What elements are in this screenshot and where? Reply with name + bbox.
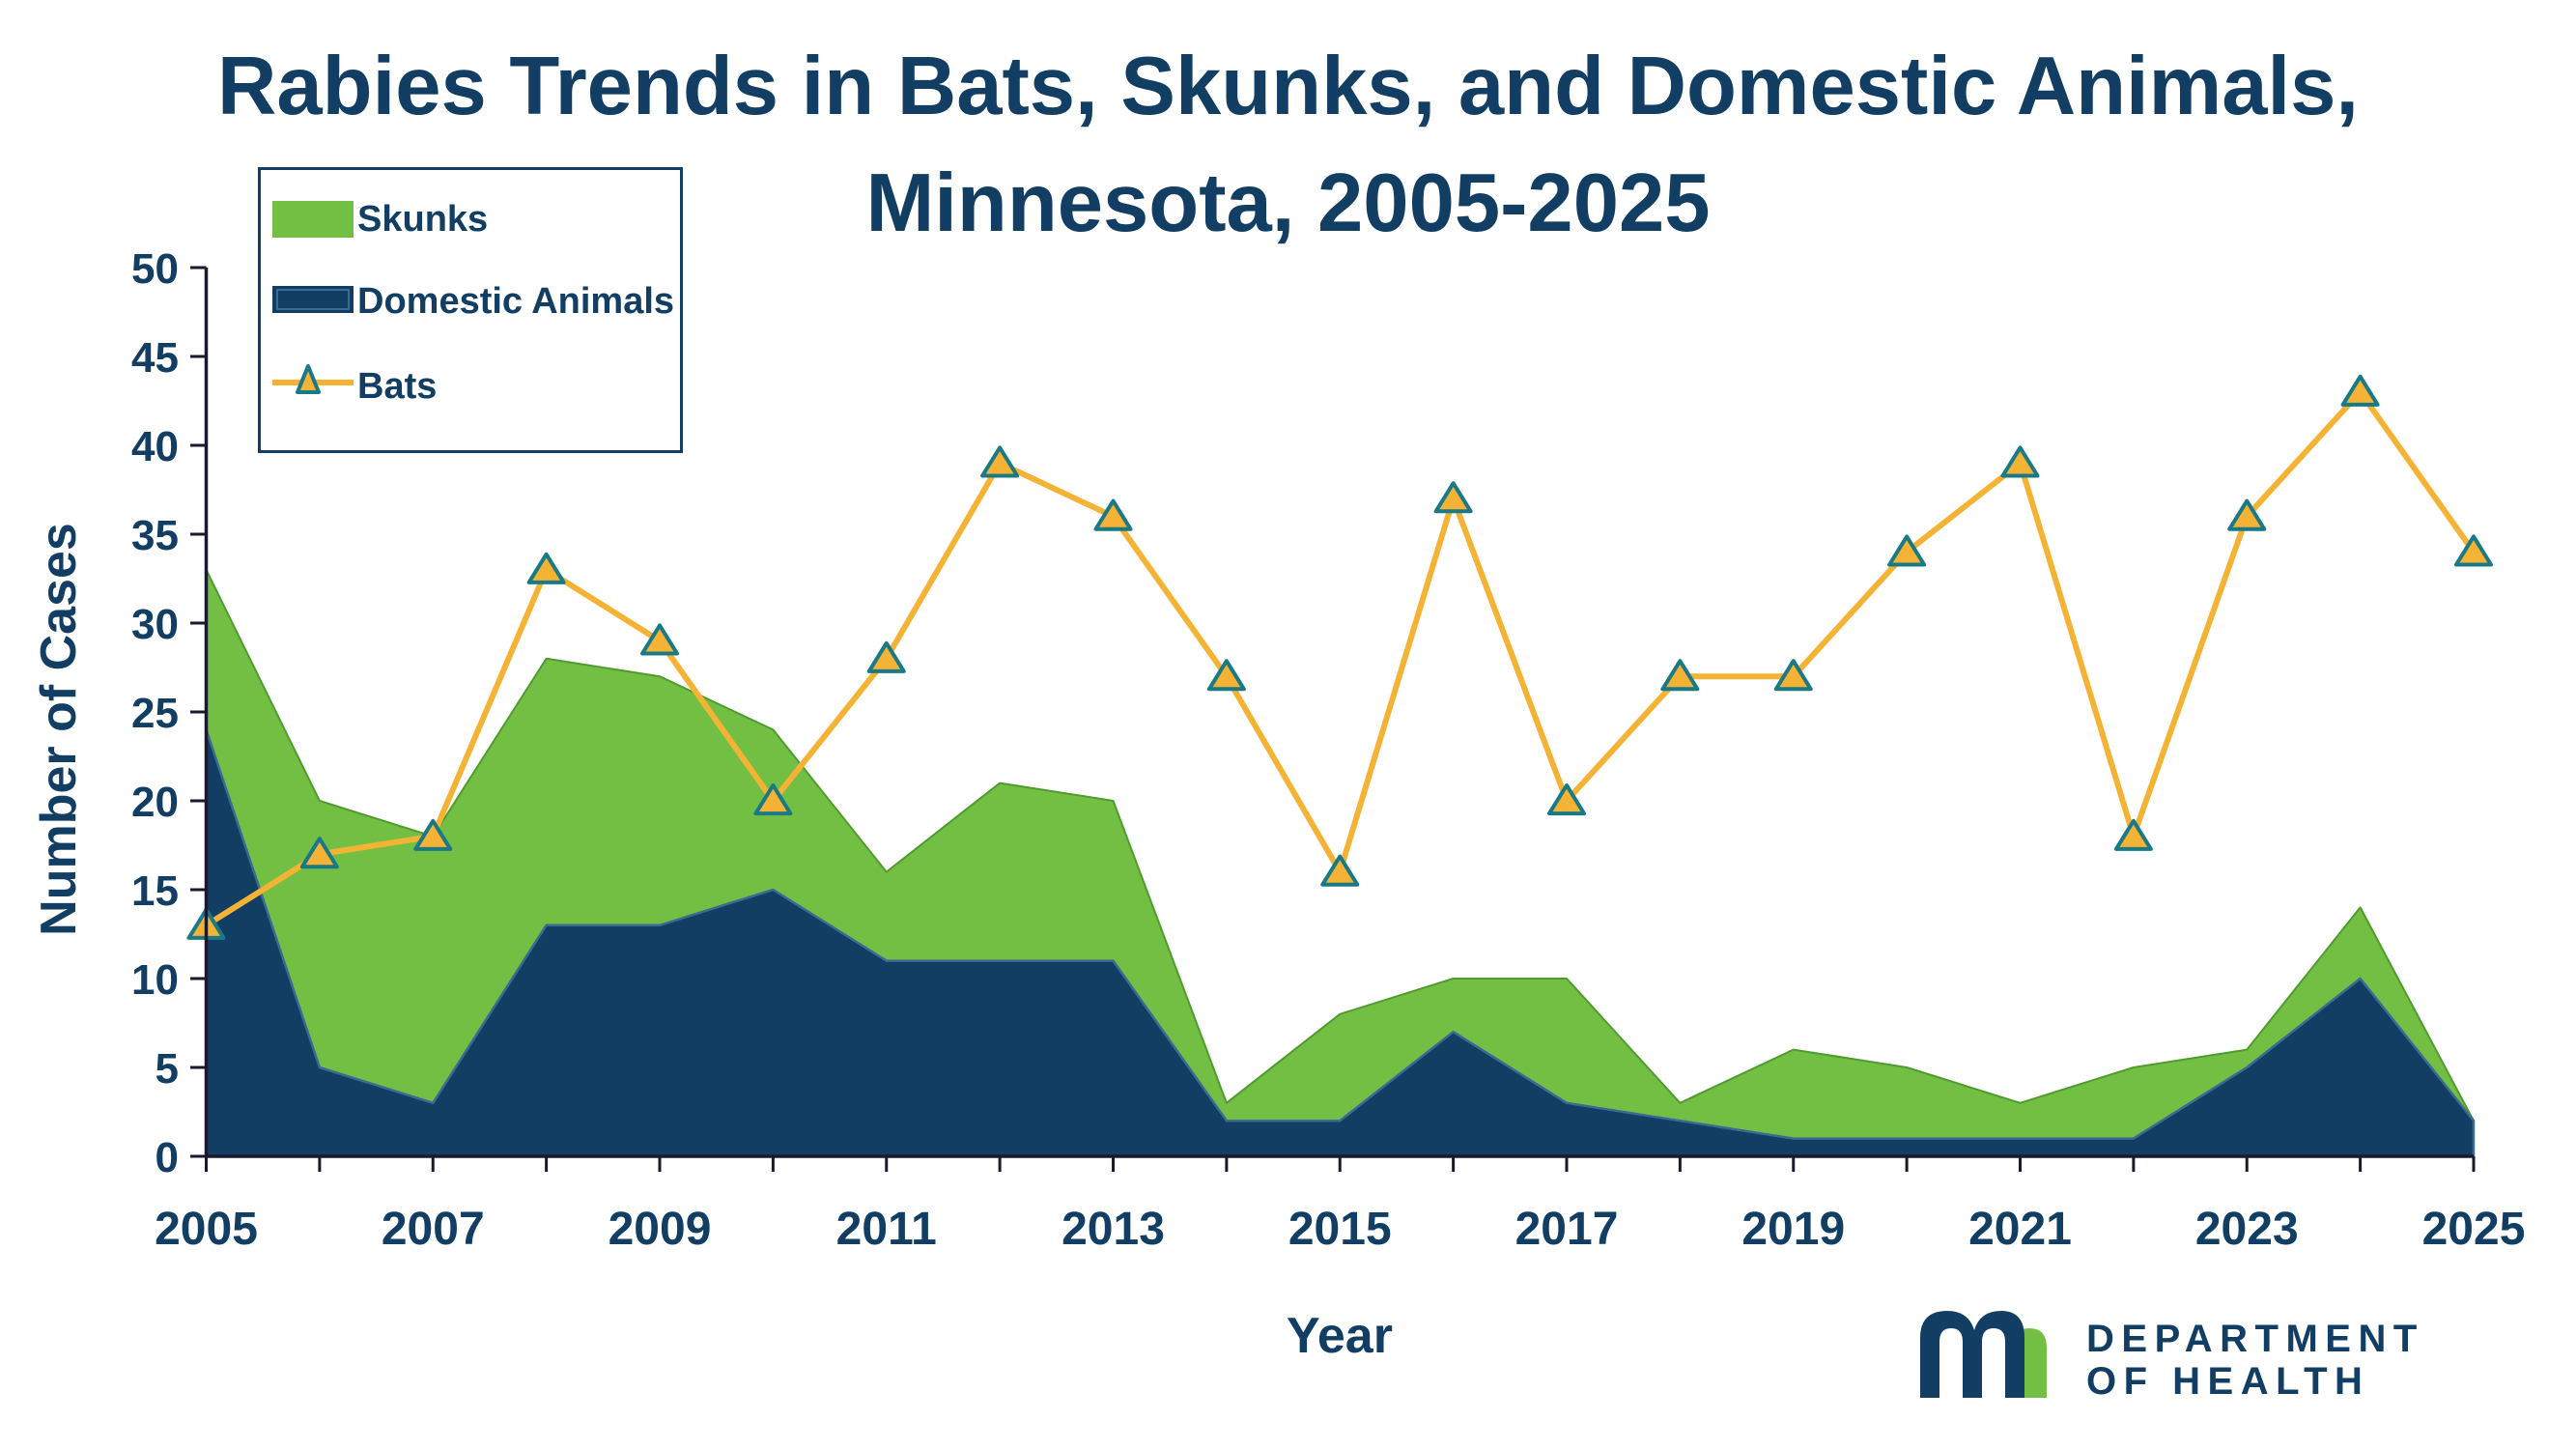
svg-text:2011: 2011 <box>836 1204 937 1255</box>
svg-text:2017: 2017 <box>1515 1204 1619 1255</box>
svg-text:Bats: Bats <box>357 366 437 407</box>
svg-text:2023: 2023 <box>2195 1204 2299 1255</box>
svg-text:2019: 2019 <box>1741 1204 1845 1255</box>
svg-text:40: 40 <box>131 423 179 470</box>
svg-text:2009: 2009 <box>609 1204 712 1255</box>
svg-text:25: 25 <box>131 690 179 737</box>
svg-text:30: 30 <box>131 601 179 648</box>
svg-text:10: 10 <box>131 956 179 1004</box>
svg-text:OF HEALTH: OF HEALTH <box>2086 1360 2369 1403</box>
svg-text:2005: 2005 <box>155 1204 258 1255</box>
svg-text:45: 45 <box>131 334 179 382</box>
svg-text:2007: 2007 <box>382 1204 485 1255</box>
svg-text:DEPARTMENT: DEPARTMENT <box>2086 1318 2424 1360</box>
svg-text:Year: Year <box>1287 1308 1393 1364</box>
svg-text:2013: 2013 <box>1062 1204 1165 1255</box>
svg-text:5: 5 <box>156 1045 179 1093</box>
svg-text:Skunks: Skunks <box>357 199 488 240</box>
svg-text:Domestic Animals: Domestic Animals <box>357 281 674 322</box>
svg-text:2021: 2021 <box>1968 1204 2072 1255</box>
svg-text:20: 20 <box>131 779 179 826</box>
svg-text:2015: 2015 <box>1288 1204 1392 1255</box>
svg-text:35: 35 <box>131 512 179 559</box>
svg-text:2025: 2025 <box>2422 1204 2526 1255</box>
svg-text:15: 15 <box>131 867 179 915</box>
svg-text:0: 0 <box>156 1134 179 1181</box>
svg-text:Number of Cases: Number of Cases <box>31 523 87 936</box>
